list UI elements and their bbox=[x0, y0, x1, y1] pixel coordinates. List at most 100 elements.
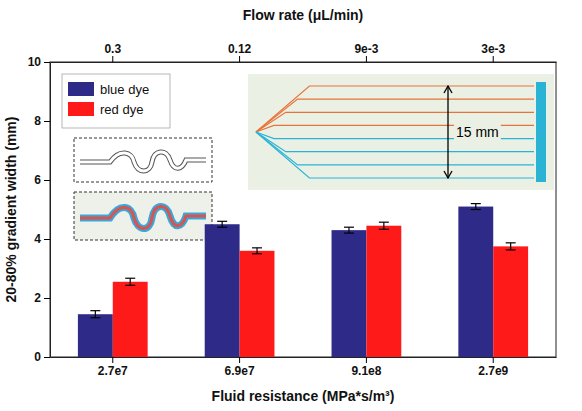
tick: 8 bbox=[34, 114, 50, 128]
inset-channel-inner bbox=[80, 152, 206, 171]
error-line bbox=[130, 278, 131, 285]
error-cap bbox=[344, 233, 354, 234]
bar bbox=[113, 282, 148, 357]
tick-label: 0.3 bbox=[104, 42, 121, 56]
dimension-arrow bbox=[444, 86, 452, 93]
tick-label: 0 bbox=[34, 350, 41, 364]
bar bbox=[493, 246, 528, 357]
tick: 9e-3 bbox=[354, 42, 378, 62]
tick-label: 0.12 bbox=[228, 42, 252, 56]
tick: 9.1e8 bbox=[351, 357, 381, 378]
error-bar bbox=[125, 278, 135, 285]
device-photo bbox=[248, 74, 554, 190]
tick: 3e-3 bbox=[481, 42, 505, 62]
tick-mark bbox=[239, 56, 240, 62]
tick-label: 6.9e7 bbox=[225, 364, 255, 378]
error-cap bbox=[217, 221, 227, 222]
series bbox=[78, 204, 493, 357]
dimension-line bbox=[447, 86, 448, 178]
error-line bbox=[95, 311, 96, 318]
error-cap bbox=[506, 242, 516, 243]
error-cap bbox=[379, 222, 389, 223]
error-bar bbox=[379, 222, 389, 229]
tick-mark bbox=[44, 180, 50, 181]
tick-label: 2 bbox=[34, 291, 41, 305]
y-axis: 0 2 4 6 8 10 bbox=[28, 55, 51, 364]
plot-frame bbox=[50, 62, 556, 357]
error-cap bbox=[344, 227, 354, 228]
tick-mark bbox=[493, 56, 494, 62]
tick-label: 3e-3 bbox=[481, 42, 505, 56]
bar bbox=[78, 314, 113, 357]
legend-swatch bbox=[68, 102, 94, 116]
tick: 6.9e7 bbox=[225, 357, 255, 378]
error-cap bbox=[125, 285, 135, 286]
tick-label: 9e-3 bbox=[354, 42, 378, 56]
tick-mark bbox=[44, 121, 50, 122]
error-bar bbox=[252, 248, 262, 254]
legend-swatch bbox=[68, 82, 94, 96]
error-bar bbox=[217, 221, 227, 227]
tick: 2.7e9 bbox=[478, 357, 508, 378]
error-bar bbox=[90, 311, 100, 318]
bar bbox=[332, 230, 367, 357]
x-axis: 2.7e7 6.9e7 9.1e8 2.7e9 bbox=[51, 357, 557, 378]
error-bar bbox=[471, 204, 481, 210]
tick-mark bbox=[493, 357, 494, 363]
legend-box bbox=[62, 74, 170, 128]
device-outlet bbox=[536, 82, 546, 182]
error-cap bbox=[252, 247, 262, 248]
error-cap bbox=[217, 227, 227, 228]
plot-area: 15 mm 0 2 4 6 8 10 2.7e7 6.9e7 9.1e8 2.7e9 0.3 0.12 9… bbox=[28, 42, 557, 378]
error-cap bbox=[379, 229, 389, 230]
tick-label: 8 bbox=[34, 114, 41, 128]
axis-line bbox=[51, 62, 557, 63]
dimension-arrow bbox=[444, 171, 452, 178]
error-cap bbox=[90, 317, 100, 318]
inset-dye bbox=[80, 206, 206, 228]
bar bbox=[240, 251, 275, 357]
inset-dye bbox=[80, 206, 206, 228]
bar bbox=[458, 207, 493, 357]
annotation: 15 mm bbox=[456, 124, 499, 140]
bar bbox=[366, 226, 401, 357]
series bbox=[113, 222, 528, 357]
tick-mark bbox=[44, 239, 50, 240]
tick-label: 6 bbox=[34, 173, 41, 187]
tick: 0 bbox=[34, 350, 50, 364]
legend-label: red dye bbox=[100, 102, 143, 117]
tick-mark bbox=[44, 298, 50, 299]
error-cap bbox=[90, 310, 100, 311]
tick-label: 4 bbox=[34, 232, 41, 246]
legend-label: blue dye bbox=[100, 82, 149, 97]
x-axis-title: Fluid resistance (MPa*s/m³) bbox=[212, 388, 395, 404]
tick: 6 bbox=[34, 173, 50, 187]
error-bar bbox=[506, 243, 516, 250]
axis-line bbox=[51, 357, 557, 358]
error-cap bbox=[252, 253, 262, 254]
tick-mark bbox=[239, 357, 240, 363]
y-axis-title: 20-80% gradient width (mm) bbox=[3, 117, 19, 303]
error-cap bbox=[471, 203, 481, 204]
chart: 15 mm 0 2 4 6 8 10 2.7e7 6.9e7 9.1e8 2.7e9 0.3 0.12 9… bbox=[0, 0, 582, 411]
tick: 10 bbox=[28, 55, 50, 69]
tick: 0.12 bbox=[228, 42, 252, 62]
tick-mark bbox=[366, 56, 367, 62]
bars bbox=[78, 204, 528, 357]
error-line bbox=[256, 248, 257, 254]
x2-axis: 0.3 0.12 9e-3 3e-3 bbox=[51, 42, 557, 63]
tick: 2.7e7 bbox=[98, 357, 128, 378]
tick: 0.3 bbox=[104, 42, 121, 62]
tick-mark bbox=[44, 62, 50, 63]
tick-label: 10 bbox=[28, 55, 42, 69]
error-line bbox=[510, 243, 511, 250]
error-cap bbox=[125, 278, 135, 279]
inset-frame bbox=[74, 192, 212, 240]
error-line bbox=[222, 221, 223, 227]
error-line bbox=[475, 204, 476, 210]
inset-frame bbox=[74, 138, 212, 182]
tick: 2 bbox=[34, 291, 50, 305]
annotation-ground bbox=[454, 123, 501, 141]
legend: blue dye red dye bbox=[62, 74, 170, 128]
tick-mark bbox=[366, 357, 367, 363]
